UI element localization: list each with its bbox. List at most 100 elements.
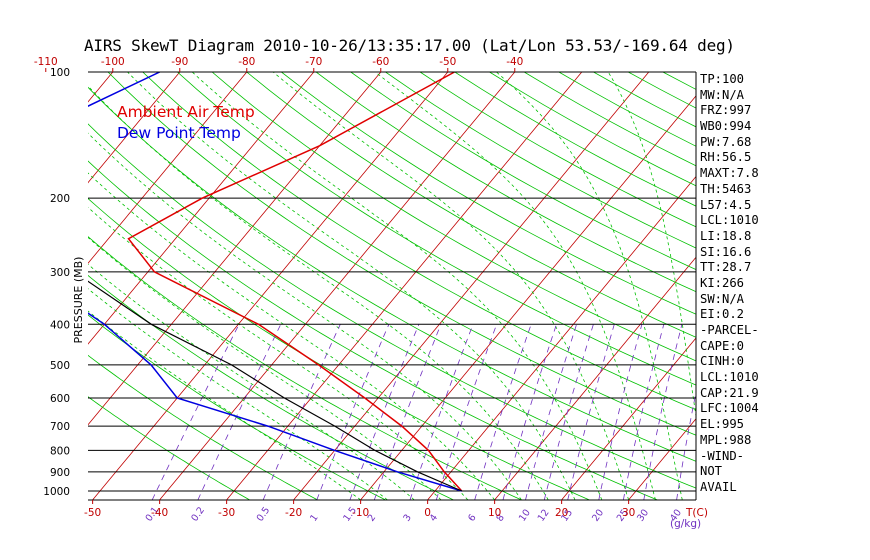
sounding-index-item: TH:5463 <box>700 181 752 196</box>
mixing-ratio-label: 2 <box>366 512 378 523</box>
sounding-index-item: PW:7.68 <box>700 134 752 149</box>
mixing-ratio-label: 1 <box>308 512 320 523</box>
sounding-indices-panel: TP:100 MW:N/A FRZ:997 WB0:994 PW:7.68 RH:56.5… <box>700 72 870 496</box>
bottom-temp-tick-label: 30 <box>622 507 635 519</box>
dry-adiabat-line <box>385 72 696 249</box>
bottom-temp-tick-label: -20 <box>285 507 302 519</box>
moist-adiabat-line <box>88 206 469 500</box>
sounding-index-item: TP:100 <box>700 72 745 86</box>
top-temp-tick-label: -70 <box>305 56 322 68</box>
legend-entry: Ambient Air Temp <box>117 103 255 121</box>
pressure-tick-label: 600 <box>50 393 70 405</box>
moist-adiabat-line <box>88 236 442 500</box>
bottom-temp-tick-label: -50 <box>84 507 101 519</box>
mixing-ratio-label: 20 <box>590 508 606 524</box>
top-temp-tick-label: -50 <box>439 56 456 68</box>
sounding-series <box>88 72 463 492</box>
isotherm-line <box>159 72 516 500</box>
pressure-tick-label: 100 <box>50 67 70 79</box>
mixing-ratio-line <box>567 324 615 500</box>
sounding-index-item: WB0:994 <box>700 119 752 134</box>
sounding-index-item: -PARCEL- <box>700 323 759 337</box>
isotherm-line <box>88 72 114 103</box>
mixing-ratio-line <box>676 390 696 500</box>
sounding-index-item: TT:28.7 <box>700 260 752 275</box>
mixing-ratio-line <box>197 324 282 500</box>
sounding-index-item: RH:56.5 <box>700 150 752 165</box>
top-temp-tick-label: -100 <box>101 56 125 68</box>
sounding-index-item: LCL:1010 <box>700 370 759 385</box>
isotherm-line <box>226 72 583 500</box>
mixing-ratio-label: 4 <box>428 512 440 523</box>
mixing-ratio-line <box>598 324 643 500</box>
sounding-index-item: LFC:1004 <box>700 401 759 416</box>
moist-adiabat-line <box>88 132 522 500</box>
mixing-ratio-lines <box>151 324 696 500</box>
moist-adiabat-line <box>607 72 696 419</box>
axes: 0.1 0.2 0.5 1 1.5 2 3 4 6 8 10 12 15 20 25 30 4010020030… <box>34 56 708 530</box>
top-temp-tick-label: -90 <box>171 56 188 68</box>
mixing-ratio-line <box>151 324 240 500</box>
mixing-ratio-line <box>623 324 665 500</box>
mixing-ratio-label: 30 <box>635 508 651 524</box>
sounding-index-item: SW:N/A <box>700 291 745 306</box>
bottom-temp-tick-label: 20 <box>555 507 568 519</box>
mixing-ratio-line <box>525 324 577 500</box>
pressure-tick-label: 900 <box>50 467 70 479</box>
dry-adiabat-line <box>142 72 696 411</box>
mixing-ratio-unit-label: (g/kg) <box>670 518 701 530</box>
x-unit-label: T(C) <box>685 507 708 519</box>
mixing-ratio-label: 3 <box>401 512 413 523</box>
legend: Ambient Air Temp Dew Point Temp <box>117 103 255 142</box>
sounding-index-item: CAPE:0 <box>700 338 745 353</box>
top-temp-tick-label: -40 <box>506 56 523 68</box>
pressure-tick-label: 1000 <box>43 486 70 498</box>
top-temp-tick-label: -60 <box>372 56 389 68</box>
moist-adiabat-line <box>88 263 415 500</box>
series-line-dew-point-temp <box>88 72 463 492</box>
pressure-tick-label: 700 <box>50 421 70 433</box>
pressure-tick-label: 300 <box>50 267 70 279</box>
series-line-parcel <box>88 280 463 492</box>
moist-adiabat-line <box>191 72 603 500</box>
moist-adiabat-line <box>496 72 683 500</box>
mixing-ratio-label: 10 <box>517 508 533 524</box>
isotherm-line <box>293 72 650 500</box>
mixing-ratio-label: 0.2 <box>189 505 207 524</box>
sounding-index-item: MW:N/A <box>700 87 745 102</box>
sounding-index-item: SI:16.6 <box>700 244 752 259</box>
moist-adiabat-line <box>88 288 388 500</box>
y-axis-label: PRESSURE (MB) <box>72 257 85 344</box>
top-temp-tick-label: -110 <box>34 56 58 68</box>
isotherm-line <box>92 72 449 500</box>
isotherm-line <box>628 418 696 500</box>
sounding-index-item: L57:4.5 <box>700 197 752 212</box>
isotherm-line <box>360 95 696 500</box>
chart-title: AIRS SkewT Diagram 2010-10-26/13:35:17.0… <box>84 36 735 55</box>
dry-adiabat-line <box>246 72 696 338</box>
sounding-index-item: MPL:988 <box>700 432 752 447</box>
mixing-ratio-label: 8 <box>494 512 506 523</box>
legend-entry: Dew Point Temp <box>117 124 241 142</box>
mixing-ratio-label: 0.5 <box>255 505 273 524</box>
mixing-ratio-label: 12 <box>536 508 552 524</box>
sounding-index-item: MAXT:7.8 <box>700 166 759 181</box>
sounding-index-item: AVAIL <box>700 479 737 494</box>
dry-adiabat-line <box>350 72 696 271</box>
moist-adiabat-line <box>272 72 629 500</box>
isotherm-line <box>0 63 54 502</box>
sounding-index-item: -WIND- <box>700 448 745 463</box>
moist-adiabat-lines <box>88 72 696 500</box>
mixing-ratio-label: 6 <box>466 512 478 523</box>
sounding-index-item: LCL:1010 <box>700 213 759 228</box>
mixing-ratio-line <box>643 324 683 500</box>
bottom-temp-tick-label: 10 <box>488 507 501 519</box>
sounding-index-item: EL:995 <box>700 417 745 432</box>
pressure-tick-label: 500 <box>50 360 70 372</box>
dry-adiabat-line <box>107 72 696 436</box>
sounding-index-item: LI:18.8 <box>700 228 752 243</box>
mixing-ratio-line <box>435 324 498 500</box>
sounding-index-item: FRZ:997 <box>700 103 752 118</box>
series-line-ambient-air-temp <box>127 72 463 492</box>
bottom-temp-tick-label: -40 <box>151 507 168 519</box>
